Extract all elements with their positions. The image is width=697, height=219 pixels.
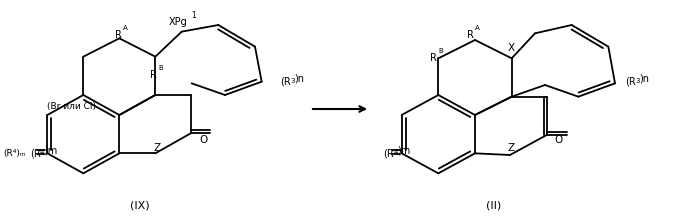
Text: X: X: [508, 43, 515, 53]
Text: 4: 4: [393, 149, 398, 155]
Text: Z: Z: [507, 143, 514, 153]
Text: )m: )m: [397, 145, 411, 155]
Text: R: R: [466, 30, 473, 40]
Text: (R: (R: [30, 148, 40, 158]
Text: 3: 3: [290, 78, 295, 84]
Text: (R: (R: [280, 77, 291, 87]
Text: )m: )m: [44, 145, 57, 155]
Text: XPg: XPg: [169, 17, 187, 27]
Text: (R: (R: [625, 77, 636, 87]
Text: 4: 4: [40, 149, 45, 155]
Text: R: R: [430, 53, 437, 63]
Text: Z: Z: [153, 143, 160, 153]
Text: R: R: [150, 70, 157, 80]
Text: (IX): (IX): [130, 200, 150, 210]
Text: (II): (II): [486, 200, 501, 210]
Text: B: B: [438, 48, 443, 54]
Text: 3: 3: [635, 78, 640, 84]
Text: )n: )n: [639, 74, 649, 84]
Text: A: A: [475, 25, 480, 31]
Text: O: O: [199, 135, 208, 145]
Text: (R⁴)ₘ: (R⁴)ₘ: [3, 149, 25, 158]
Text: (R: (R: [383, 148, 394, 158]
Text: A: A: [123, 25, 128, 31]
Text: B: B: [158, 65, 163, 71]
Text: R: R: [115, 30, 122, 40]
Text: (Br или Cl): (Br или Cl): [47, 102, 95, 111]
Text: O: O: [554, 135, 562, 145]
Text: 1: 1: [192, 11, 196, 20]
Text: )n: )n: [294, 74, 304, 84]
